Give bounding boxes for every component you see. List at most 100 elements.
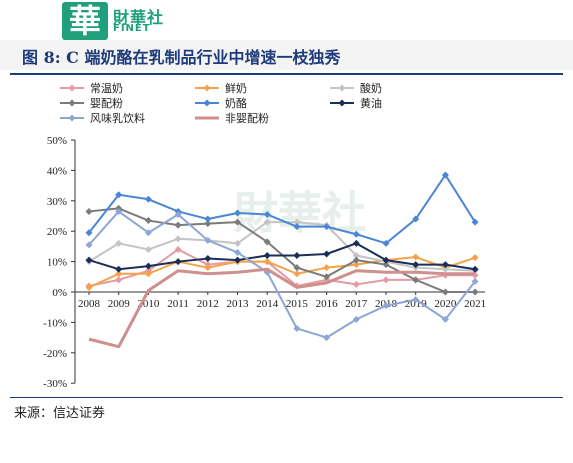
brand-logo: 華 xyxy=(62,2,108,40)
x-tick-label: 2015 xyxy=(286,298,309,310)
brand-logo-glyph: 華 xyxy=(68,2,101,40)
data-point xyxy=(144,245,152,253)
legend-label: 奶酪 xyxy=(225,96,247,110)
series-8 xyxy=(88,267,476,349)
data-point xyxy=(471,254,479,262)
data-point xyxy=(263,210,271,218)
x-tick-label: 2021 xyxy=(464,298,486,310)
data-point xyxy=(323,223,331,231)
legend-label: 酸奶 xyxy=(360,81,382,95)
legend-marker xyxy=(338,84,346,92)
legend-label: 黄油 xyxy=(360,96,382,110)
data-point xyxy=(382,276,390,284)
data-point xyxy=(412,276,420,284)
data-point xyxy=(441,261,449,269)
data-point xyxy=(471,265,479,273)
data-point xyxy=(115,191,123,199)
data-point xyxy=(441,288,449,296)
data-point xyxy=(323,264,331,272)
data-point xyxy=(234,218,241,226)
data-point xyxy=(352,256,360,264)
series-line xyxy=(88,267,476,349)
data-point xyxy=(323,334,331,342)
axes: 50% 40% 30% 20% 10% 0% -10% -20% -30% 2008 2009 201… xyxy=(43,135,486,390)
data-point xyxy=(204,215,212,223)
title-rule xyxy=(10,73,563,75)
data-point xyxy=(115,207,123,215)
data-point xyxy=(234,256,241,264)
data-point xyxy=(144,229,152,237)
legend-marker xyxy=(68,99,76,107)
data-point xyxy=(234,239,241,247)
data-point xyxy=(115,239,123,247)
data-point xyxy=(323,273,331,281)
legend-marker xyxy=(203,84,211,92)
data-point xyxy=(293,324,301,332)
legend-marker xyxy=(338,99,346,107)
data-point xyxy=(352,239,360,247)
data-point xyxy=(382,256,390,264)
x-tick-label: 2011 xyxy=(167,298,189,310)
data-point xyxy=(144,217,152,225)
data-point xyxy=(174,221,182,229)
data-point xyxy=(85,241,93,249)
data-point xyxy=(352,261,360,269)
data-point xyxy=(471,288,479,296)
data-point xyxy=(263,238,271,246)
legend-item: 风味乳饮料 xyxy=(60,111,145,125)
data-point xyxy=(441,315,449,323)
y-tick-label: -30% xyxy=(43,378,67,390)
data-point xyxy=(293,252,301,260)
data-point xyxy=(352,230,360,238)
legend-item: 酸奶 xyxy=(330,81,382,95)
data-point xyxy=(174,245,182,253)
y-tick-label: 50% xyxy=(47,135,67,147)
figure-title: 图 8: C 端奶酪在乳制品行业中增速一枝独秀 xyxy=(22,48,341,67)
data-point xyxy=(471,218,479,226)
data-point xyxy=(85,207,93,215)
data-point xyxy=(263,258,271,266)
data-point xyxy=(382,302,390,310)
series-line xyxy=(88,210,476,339)
x-tick-label: 2014 xyxy=(256,298,279,310)
data-point xyxy=(85,256,93,264)
data-point xyxy=(471,277,479,285)
series-line xyxy=(88,248,476,287)
legend-item: 黄油 xyxy=(330,96,382,110)
data-point xyxy=(412,253,420,261)
series-line xyxy=(88,221,476,272)
data-point xyxy=(115,270,123,278)
source-rule xyxy=(10,397,563,398)
data-point xyxy=(234,209,241,217)
data-point xyxy=(352,252,360,260)
data-point xyxy=(85,283,93,291)
series-7 xyxy=(85,207,479,342)
data-point xyxy=(204,236,212,244)
series-group xyxy=(85,171,479,349)
data-point xyxy=(85,229,93,237)
legend-label: 非婴配粉 xyxy=(225,112,269,125)
legend-item: 鲜奶 xyxy=(195,81,247,95)
legend-label: 常温奶 xyxy=(90,81,123,95)
series-5 xyxy=(85,171,479,247)
data-point xyxy=(115,276,123,284)
data-point xyxy=(352,280,360,288)
data-point xyxy=(115,265,123,273)
data-point xyxy=(204,264,212,272)
data-point xyxy=(293,223,301,231)
x-tick-label: 2012 xyxy=(197,298,219,310)
series-line xyxy=(88,256,476,289)
x-tick-label: 2008 xyxy=(78,298,101,310)
x-tick-label: 2013 xyxy=(227,298,250,310)
data-point xyxy=(204,255,212,263)
x-tick-label: 2016 xyxy=(316,298,339,310)
brand-sub: FINET xyxy=(113,23,151,34)
y-tick-label: 20% xyxy=(47,226,67,238)
legend-marker xyxy=(203,99,211,107)
y-tick-label: 30% xyxy=(47,196,67,208)
series-6 xyxy=(85,239,479,273)
data-point xyxy=(382,239,390,247)
legend-item: 常温奶 xyxy=(60,81,123,95)
data-point xyxy=(174,210,182,218)
